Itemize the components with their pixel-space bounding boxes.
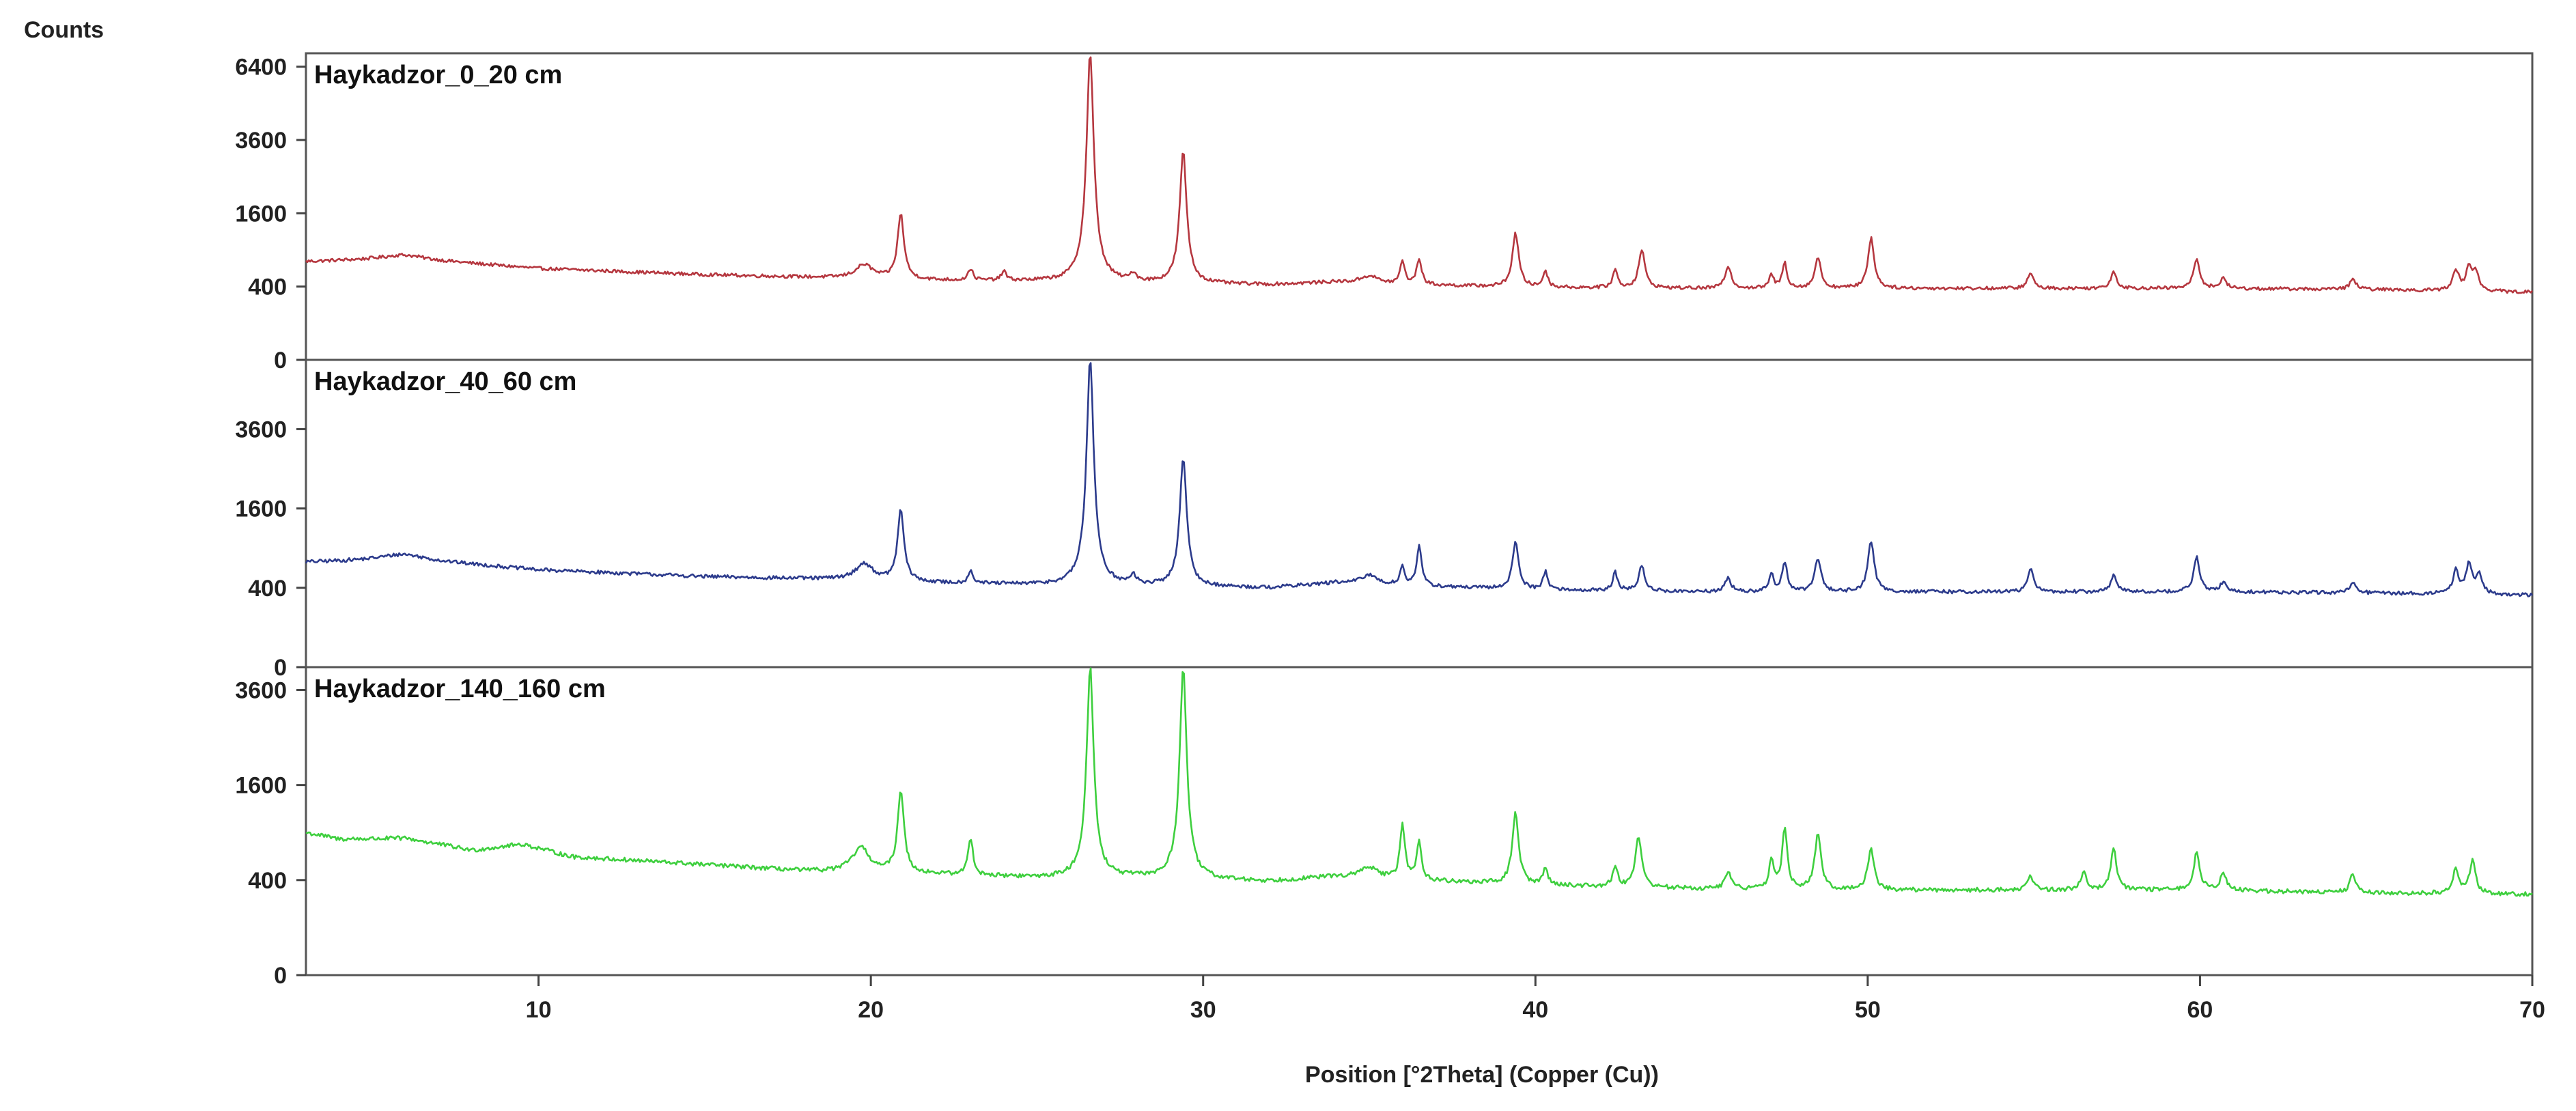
y-tick-label: 3600 <box>235 128 287 154</box>
y-tick-label: 6400 <box>235 55 287 81</box>
y-tick-label: 1600 <box>235 496 287 522</box>
x-tick-label: 10 <box>526 997 552 1023</box>
y-tick-label: 400 <box>248 576 287 602</box>
x-tick-label: 50 <box>1855 997 1881 1023</box>
panel-2: 0 400 1600 3600 Haykadzor_40_60 cm <box>235 358 2534 681</box>
panel-1: 0 400 1600 3600 6400 Haykadzor_0_20 cm <box>235 52 2534 374</box>
y-tick-label: 0 <box>274 348 287 374</box>
panel-title: Haykadzor_0_20 cm <box>314 61 562 89</box>
y-tick-label: 3600 <box>235 417 287 442</box>
y-tick-label: 0 <box>274 963 287 989</box>
x-tick-label: 20 <box>858 997 884 1023</box>
y-tick-label: 3600 <box>235 677 287 703</box>
y-tick-label: 400 <box>248 275 287 300</box>
y-tick-label: 1600 <box>235 201 287 227</box>
x-axis-label: Position [°2Theta] (Copper (Cu)) <box>1305 1062 1659 1088</box>
y-tick-label: 400 <box>248 868 287 894</box>
y-axis-label: Counts <box>24 17 104 43</box>
panel-3: 0 400 1600 3600 Haykadzor_140_160 cm <box>235 666 2534 989</box>
panel-frame <box>305 358 2534 669</box>
series-line <box>305 362 2534 597</box>
series-line <box>305 56 2534 294</box>
panel-title: Haykadzor_40_60 cm <box>314 367 576 396</box>
x-tick-label: 70 <box>2519 997 2545 1023</box>
x-tick-label: 30 <box>1190 997 1216 1023</box>
panel-frame <box>305 52 2534 361</box>
y-tick-label: 1600 <box>235 773 287 799</box>
x-tick-label: 40 <box>1522 997 1548 1023</box>
x-axis: 10 20 30 40 50 60 70 <box>526 975 2545 1023</box>
series-line <box>305 667 2533 897</box>
x-tick-label: 60 <box>2187 997 2213 1023</box>
y-tick-label: 0 <box>274 655 287 681</box>
panel-frame <box>305 666 2534 976</box>
panel-title: Haykadzor_140_160 cm <box>314 675 606 703</box>
chart-panels: 0 400 1600 3600 6400 Haykadzor_0_20 cm 0 400 160… <box>235 52 2534 989</box>
